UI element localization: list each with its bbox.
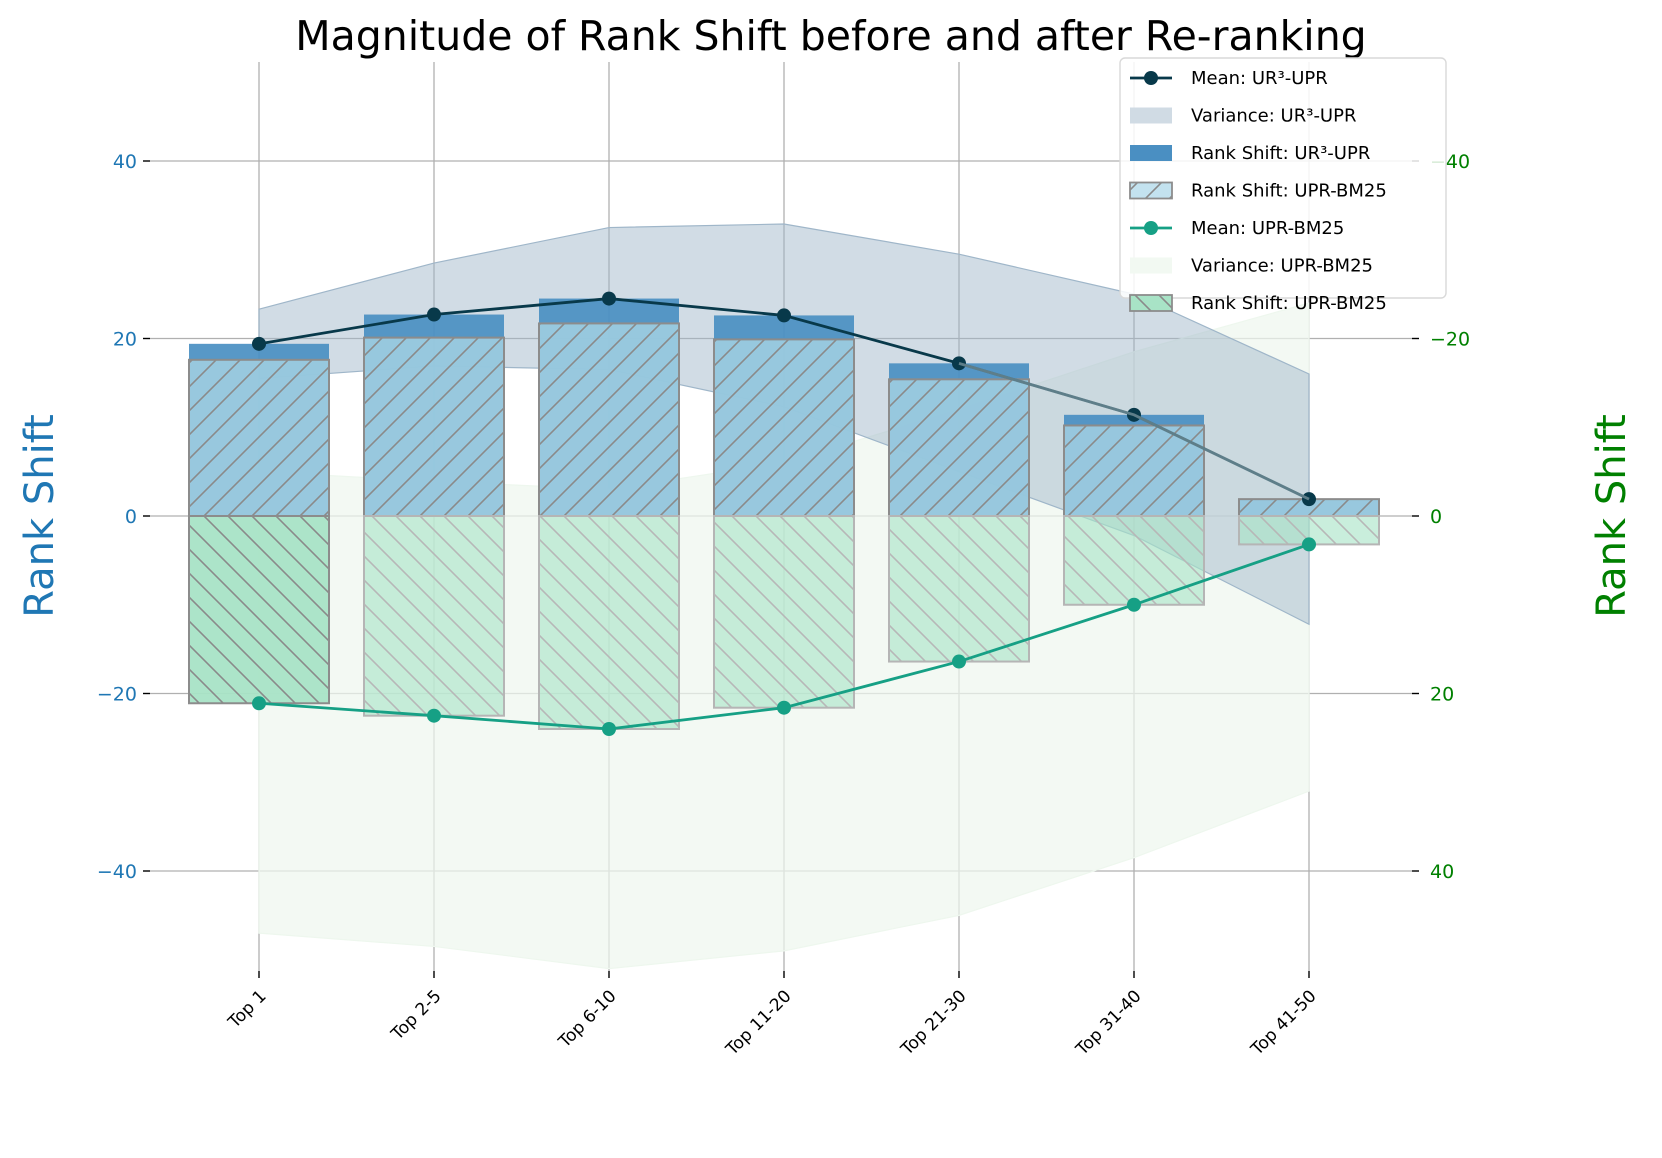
legend-rank-shift-upr-bm25-hatch — [1129, 181, 1173, 200]
mean-ur3-upr-point — [427, 307, 441, 322]
tick-label-x: Top 11-20 — [722, 986, 796, 1060]
mean-ur3-upr-haze — [958, 362, 1310, 501]
bar-upr-bm25-hatch — [188, 358, 330, 517]
legend-variance-ur-upr-swatch — [1130, 107, 1172, 124]
legend-mean-ur-upr-marker — [1144, 71, 1158, 85]
legend-rank-shift-ur-upr-swatch — [1130, 145, 1172, 161]
mean-upr-bm25-point — [777, 700, 791, 715]
tick-label-x: Top 31-40 — [1072, 986, 1146, 1060]
legend-mean-upr-bm25-label: Mean: UPR-BM25 — [1191, 218, 1344, 239]
legend-rank-shift-upr-bm25-hatch — [1129, 294, 1173, 312]
legend-box — [1119, 57, 1447, 299]
tick-label-left: 0 — [125, 506, 137, 528]
bars-upr-bm25-forward-hatch — [188, 322, 1380, 518]
tick-label-right: 40 — [1430, 861, 1454, 883]
tick-label-right: 0 — [1430, 506, 1442, 528]
legend-rank-shift-ur-upr-label: Rank Shift: UR³-UPR — [1191, 143, 1370, 164]
bar-upr-bm25-hatch — [538, 322, 680, 517]
bar-upr-bm25-right-hatch — [538, 515, 680, 730]
legend-variance-ur-upr-label: Variance: UR³-UPR — [1191, 106, 1356, 127]
tick-label-left: −40 — [97, 861, 137, 883]
mean-ur3-upr-point — [1127, 407, 1141, 422]
bar-upr-bm25-hatch — [1063, 424, 1205, 518]
mean-upr-bm25-point — [1302, 537, 1316, 552]
tick-label-left: 20 — [113, 329, 137, 351]
chart-title: Magnitude of Rank Shift before and after… — [295, 12, 1366, 60]
mean-ur3-upr-point — [252, 336, 266, 351]
legend-mean-upr-bm25-marker — [1144, 221, 1158, 235]
y-axis-label-right: Rank Shift — [1589, 414, 1635, 618]
mean-lines — [252, 291, 1316, 736]
tick-label-right: 20 — [1430, 684, 1454, 706]
legend-variance-upr-bm25-label: Variance: UPR-BM25 — [1191, 256, 1373, 277]
mean-upr-bm25-point — [252, 696, 266, 711]
mean-upr-bm25-point — [1127, 597, 1141, 612]
bar-upr-bm25-right-hatch — [713, 515, 855, 709]
legend-rank-shift-upr-bm25-label: Rank Shift: UPR-BM25 — [1191, 181, 1387, 202]
mean-upr-bm25-point — [952, 654, 966, 669]
legend-rank-shift-upr-bm25-label: Rank Shift: UPR-BM25 — [1191, 293, 1387, 314]
tick-label-right: −20 — [1430, 329, 1470, 351]
bar-upr-bm25-hatch — [888, 378, 1030, 518]
mean-ur3-upr-point — [1302, 492, 1316, 507]
legend: Mean: UR³-UPR Variance: UR³-UPR Rank Shift… — [1119, 57, 1447, 314]
mean-upr-bm25-point — [602, 722, 616, 736]
bar-upr-bm25-right-hatch — [363, 515, 505, 717]
mean-upr-bm25-point — [427, 708, 441, 723]
mean-ur3-upr-point — [777, 308, 791, 323]
tick-label-x: Top 21-30 — [897, 986, 971, 1060]
tick-label-x: Top 1 — [224, 986, 271, 1033]
bar-upr-bm25-right-hatch — [888, 515, 1030, 663]
tick-label-left: 40 — [113, 151, 137, 173]
mean-ur3-upr-point — [952, 356, 966, 371]
tick-label-x: Top 41-50 — [1247, 986, 1321, 1060]
bar-upr-bm25-hatch — [713, 338, 855, 518]
tick-label-left: −20 — [97, 684, 137, 706]
bars-upr-bm25-backward-hatch — [188, 515, 1380, 730]
tick-label-x: Top 2-5 — [387, 986, 446, 1045]
bar-upr-bm25-hatch — [363, 336, 505, 517]
legend-mean-ur-upr-label: Mean: UR³-UPR — [1191, 68, 1328, 89]
legend-variance-upr-bm25-swatch — [1130, 257, 1172, 274]
mean-ur3-upr-point — [602, 291, 616, 306]
tick-label-x: Top 6-10 — [554, 986, 620, 1052]
y-axis-label-left: Rank Shift — [17, 414, 63, 618]
bar-upr-bm25-right-hatch — [188, 515, 330, 705]
bar-upr-bm25-right-hatch — [1063, 515, 1205, 606]
